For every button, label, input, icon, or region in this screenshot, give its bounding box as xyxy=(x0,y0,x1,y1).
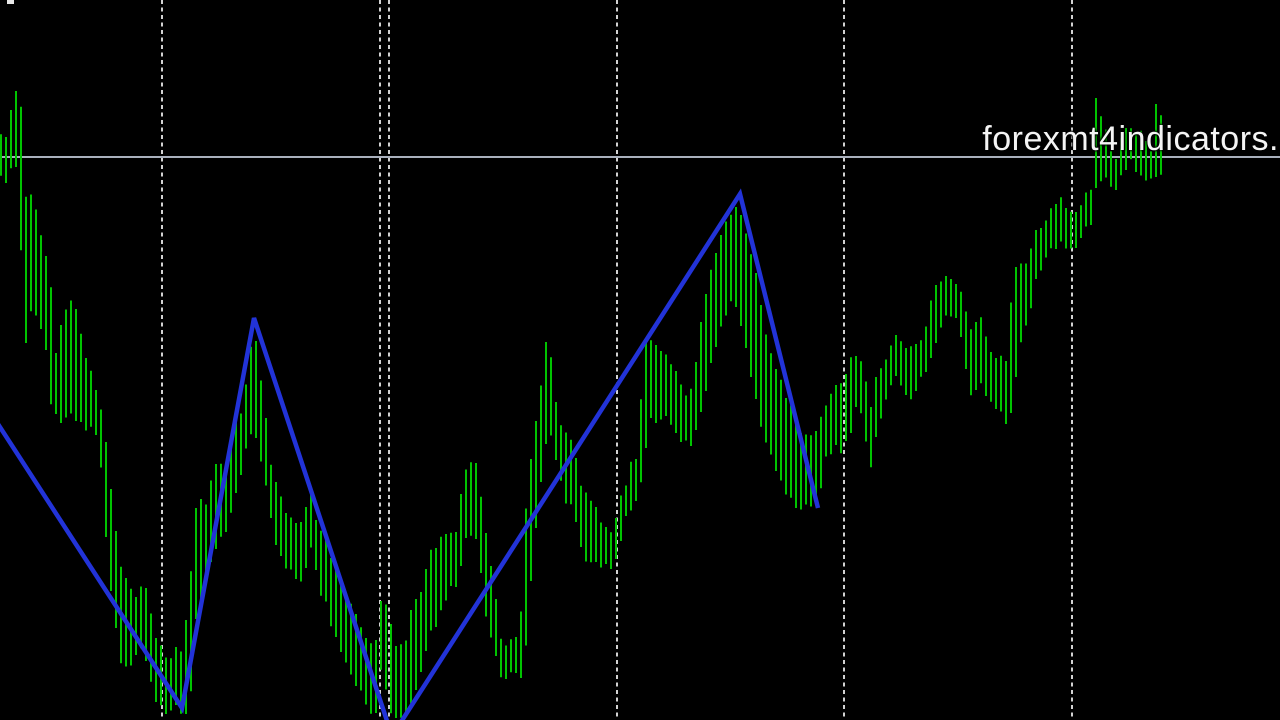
watermark-text: forexmt4indicators. xyxy=(982,120,1279,158)
corner-artifact xyxy=(7,0,14,4)
zigzag-indicator-line xyxy=(0,188,821,720)
